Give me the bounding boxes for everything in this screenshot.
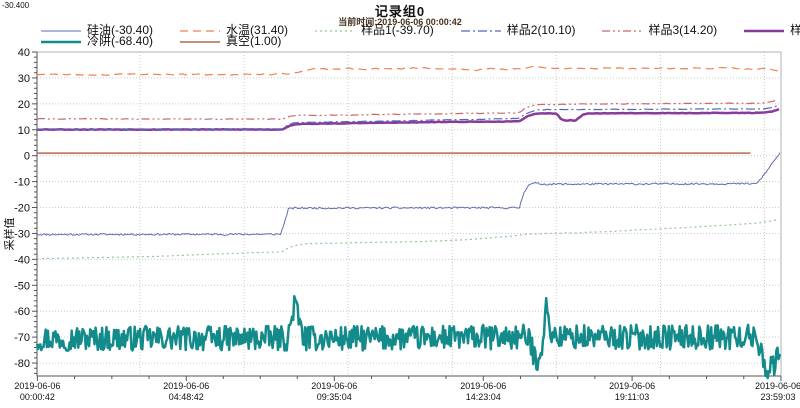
legend-item-2: 样品1(-39.70) xyxy=(314,23,434,37)
svg-text:2019-06-06: 2019-06-06 xyxy=(14,381,60,391)
legend-swatch-3 xyxy=(460,29,501,32)
series-line-6 xyxy=(35,295,782,380)
svg-text:-50: -50 xyxy=(14,280,30,292)
legend-swatch-7 xyxy=(180,40,221,43)
series-line-3 xyxy=(36,105,778,131)
legend-swatch-6 xyxy=(41,40,81,43)
svg-text:00:00:42: 00:00:42 xyxy=(20,392,55,402)
svg-text:2019-06-06: 2019-06-06 xyxy=(755,381,800,391)
legend: 硅油(-30.40) 水温(31.40) 样品1(-39.70) 样品2(10.10)… xyxy=(40,23,800,48)
legend-label-3: 样品2(10.10) xyxy=(506,23,576,37)
svg-text:-80: -80 xyxy=(14,358,30,370)
x-tick-labels: 2019-06-0600:00:422019-06-0604:48:422019… xyxy=(14,381,800,402)
svg-text:2019-06-06: 2019-06-06 xyxy=(609,381,655,391)
svg-text:20: 20 xyxy=(18,99,30,111)
legend-swatch-1 xyxy=(180,29,221,32)
legend-item-4: 样品3(14.20) xyxy=(601,23,718,37)
svg-text:-10: -10 xyxy=(14,177,30,189)
legend-item-3: 样品2(10.10) xyxy=(460,23,576,37)
svg-text:-30: -30 xyxy=(14,228,30,240)
y-axis xyxy=(32,51,38,376)
legend-item-7: 真空(1.00) xyxy=(179,34,282,48)
legend-item-6: 冷阱(-68.40) xyxy=(40,34,154,48)
series-line-0 xyxy=(37,152,781,236)
svg-text:14:23:04: 14:23:04 xyxy=(466,392,501,402)
svg-text:2019-06-06: 2019-06-06 xyxy=(311,381,357,391)
svg-text:-70: -70 xyxy=(14,332,30,344)
svg-text:10: 10 xyxy=(18,125,30,137)
legend-label-6: 冷阱(-68.40) xyxy=(87,34,154,48)
y-tick-labels: 40 30 20 10 0 -10 -20 -30 -40 -50 -60 -70 -80 xyxy=(14,47,30,370)
svg-text:2019-06-06: 2019-06-06 xyxy=(163,381,209,391)
y-axis-title: 采样值 xyxy=(4,217,16,251)
svg-text:-40: -40 xyxy=(14,254,30,266)
vertical-gridlines xyxy=(139,52,765,376)
svg-text:0: 0 xyxy=(24,151,30,163)
legend-swatch-2 xyxy=(315,29,356,32)
chart-subtitle-current-time: 当前时间:2019-06-06 00:00:42 xyxy=(338,17,462,27)
legend-item-1: 水温(31.40) xyxy=(179,23,289,37)
chart-title: 记录组0 xyxy=(374,4,426,19)
horizontal-gridlines xyxy=(37,77,781,364)
series-line-2 xyxy=(36,219,778,260)
legend-swatch-4 xyxy=(602,29,643,32)
legend-label-0: 硅油(-30.40) xyxy=(87,23,154,37)
legend-item-0: 硅油(-30.40) xyxy=(40,23,154,37)
series-line-1 xyxy=(36,65,778,76)
x-axis xyxy=(36,375,782,381)
legend-swatch-0 xyxy=(41,30,81,31)
legend-label-4: 样品3(14.20) xyxy=(648,23,718,37)
svg-text:40: 40 xyxy=(18,47,30,59)
svg-text:23:59:03: 23:59:03 xyxy=(760,392,795,402)
svg-text:2019-06-06: 2019-06-06 xyxy=(460,381,506,391)
legend-item-5: 样品4(10.10) xyxy=(743,23,800,37)
legend-row-2: 冷阱(-68.40) 真空(1.00) xyxy=(40,34,800,48)
legend-swatch-5 xyxy=(744,29,785,32)
svg-text:-60: -60 xyxy=(14,306,30,318)
svg-text:19:11:03: 19:11:03 xyxy=(615,392,649,402)
svg-text:30: 30 xyxy=(18,73,30,85)
legend-label-1: 水温(31.40) xyxy=(226,23,289,37)
legend-label-7: 真空(1.00) xyxy=(226,34,282,48)
legend-label-5: 样品4(10.10) xyxy=(790,23,800,37)
corner-current-value: -30.400 xyxy=(2,1,30,10)
svg-text:09:35:04: 09:35:04 xyxy=(317,392,352,402)
legend-row-1: 硅油(-30.40) 水温(31.40) 样品1(-39.70) 样品2(10.10)… xyxy=(40,23,800,37)
legend-label-2: 样品1(-39.70) xyxy=(361,23,434,37)
series-line-4 xyxy=(36,99,778,121)
svg-text:-20: -20 xyxy=(14,203,30,215)
svg-text:04:48:42: 04:48:42 xyxy=(169,392,204,402)
